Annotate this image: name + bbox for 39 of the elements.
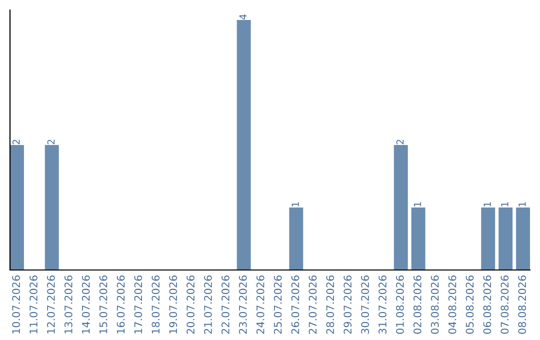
data-label: 1 [501, 202, 508, 206]
x-tick-label: 13.07.2026 [64, 276, 72, 334]
x-tick-label: 04.08.2026 [448, 276, 456, 334]
x-tick-label: 08.08.2026 [518, 276, 526, 334]
x-tick-label: 16.07.2026 [116, 276, 125, 334]
x-tick-label: 24.07.2026 [256, 276, 264, 334]
data-label: 1 [414, 202, 422, 206]
x-tick-label: 25.07.2026 [274, 276, 282, 334]
data-label: 1 [484, 202, 491, 206]
x-tick-label: 18.07.2026 [152, 276, 160, 334]
x-tick-label: 03.08.2026 [430, 276, 439, 334]
data-label: 2 [47, 140, 55, 144]
x-tick-label: 02.08.2026 [413, 276, 422, 334]
x-tick-label: 29.07.2026 [344, 276, 352, 334]
x-tick-label: 07.08.2026 [500, 276, 509, 334]
x-tick-label: 30.07.2026 [361, 276, 369, 334]
x-tick-label: 10.07.2026 [12, 276, 20, 334]
x-tick-label: 14.07.2026 [82, 276, 90, 334]
x-tick-label: 28.07.2026 [326, 276, 334, 334]
x-tick-label: 06.08.2026 [483, 276, 492, 334]
x-tick-label: 17.07.2026 [134, 276, 142, 334]
x-tick-label: 05.08.2026 [466, 276, 474, 334]
x-tick-label: 22.07.2026 [222, 276, 230, 334]
x-tick-label: 01.08.2026 [396, 276, 404, 334]
x-tick-label: 19.07.2026 [169, 276, 178, 334]
data-label: 1 [518, 202, 526, 206]
x-tick-label: 21.07.2026 [204, 276, 212, 334]
x-tick-label: 27.07.2026 [308, 276, 317, 334]
data-label: 2 [12, 140, 20, 144]
x-tick-label: 15.07.2026 [99, 276, 108, 334]
x-tick-label: 23.07.2026 [238, 276, 247, 334]
x-tick-label: 20.07.2026 [186, 276, 194, 334]
x-tick-label: 26.07.2026 [291, 276, 300, 334]
x-tick-label: 11.07.2026 [30, 276, 38, 334]
data-label: 2 [396, 140, 404, 144]
x-tick-label: 31.07.2026 [378, 276, 386, 334]
data-label: 1 [292, 202, 299, 206]
x-tick-label: 12.07.2026 [47, 276, 55, 334]
data-label: 4 [239, 14, 247, 20]
